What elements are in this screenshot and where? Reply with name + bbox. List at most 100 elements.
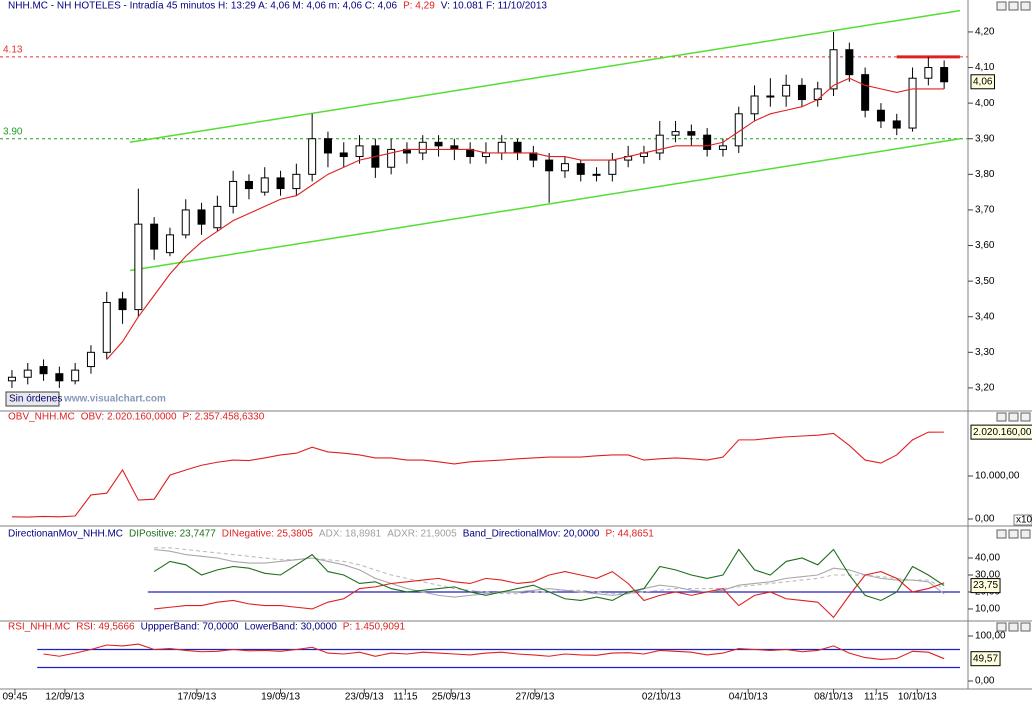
- y-tick-label: 3,60: [975, 240, 995, 251]
- candle-body: [892, 120, 901, 129]
- candle-body: [703, 134, 712, 150]
- window-button[interactable]: [1008, 622, 1019, 632]
- window-button[interactable]: [1008, 529, 1019, 539]
- panel-title: RSI_NHH.MC: [8, 622, 70, 633]
- series-line: [154, 548, 945, 598]
- y-tick-label: 3,20: [975, 383, 995, 394]
- y-tick-label: 4,00: [975, 98, 995, 109]
- candle-body: [940, 67, 949, 83]
- series-line: [154, 570, 945, 619]
- x-tick-label: 11:15: [393, 692, 418, 703]
- candle-body: [750, 95, 759, 115]
- panel-title: OBV: 2.020.160,0000: [81, 412, 177, 423]
- window-button[interactable]: [1020, 529, 1031, 539]
- level-label: 3.90: [3, 126, 23, 137]
- panel-title: LowerBand: 30,0000: [244, 622, 337, 633]
- candle-body: [355, 145, 364, 158]
- y-tick-label: 3,30: [975, 347, 995, 358]
- candle-body: [545, 159, 554, 172]
- candle-body: [655, 134, 664, 154]
- x-tick-label: 02/10/13: [642, 692, 681, 703]
- x-tick-label: 19/09/13: [261, 692, 300, 703]
- y-tick-label: 3,90: [975, 133, 995, 144]
- y-tick-label: 40,00: [975, 553, 1000, 564]
- candle-body: [861, 74, 870, 111]
- candle-body: [7, 376, 16, 382]
- candle-body: [687, 131, 696, 136]
- watermark: www.visualchart.com: [63, 394, 166, 405]
- y-tick-label: 3,70: [975, 205, 995, 216]
- panel-title: ADX: 18,8981: [319, 529, 382, 540]
- candle-body: [718, 145, 727, 150]
- candle-body: [260, 177, 269, 193]
- candle-body: [181, 209, 190, 236]
- y-tick-label: 30,00: [975, 570, 1000, 581]
- multiplier-box: [1013, 514, 1032, 526]
- window-button[interactable]: [1008, 412, 1019, 422]
- candle-body: [118, 298, 127, 311]
- x-tick-label: 04/10/13: [729, 692, 768, 703]
- order-button-label[interactable]: Sin órdenes: [9, 394, 62, 405]
- x-tick-label: 11:15: [864, 692, 889, 703]
- window-button[interactable]: [996, 1, 1007, 11]
- candle-body: [323, 138, 332, 154]
- x-tick-label: 12/09/13: [45, 692, 84, 703]
- window-button[interactable]: [1020, 622, 1031, 632]
- y-tick-label: 0,00: [975, 676, 995, 687]
- candle-body: [244, 180, 253, 190]
- last-value-box: [970, 424, 1032, 440]
- candle-body: [71, 369, 80, 382]
- panel-title: OBV_NHH.MC: [8, 412, 75, 423]
- candle-body: [276, 177, 285, 190]
- trendline: [129, 137, 961, 272]
- panel-title: P: 1.450,9091: [343, 622, 406, 633]
- candle-body: [434, 141, 443, 147]
- candle-body: [134, 223, 143, 311]
- candle-body: [387, 148, 396, 168]
- order-button[interactable]: [5, 391, 60, 407]
- x-tick-label: 27/09/13: [515, 692, 554, 703]
- candle-body: [592, 173, 601, 176]
- window-button[interactable]: [1020, 1, 1031, 11]
- x-tick-label: 17/09/13: [177, 692, 216, 703]
- window-button[interactable]: [996, 622, 1007, 632]
- candle-body: [908, 77, 917, 129]
- candle-body: [766, 95, 775, 98]
- y-tick-label: 10.000,00: [975, 471, 1020, 482]
- last-value-label: 49,57: [973, 653, 998, 664]
- window-button[interactable]: [996, 412, 1007, 422]
- multiplier-label: x100: [1016, 515, 1032, 526]
- window-button[interactable]: [1008, 1, 1019, 11]
- candle-body: [876, 109, 885, 122]
- x-tick-label: 25/09/13: [432, 692, 471, 703]
- candle-body: [197, 209, 206, 225]
- panel-title: RSI: 49,5666: [76, 622, 135, 633]
- panel-title: DIPositive: 23,7477: [129, 529, 216, 540]
- candle-body: [55, 373, 64, 382]
- candle-body: [308, 138, 317, 175]
- candle-body: [418, 141, 427, 154]
- series-line: [11, 431, 945, 518]
- candle-body: [829, 49, 838, 90]
- candle-body: [924, 67, 933, 79]
- candle-body: [165, 234, 174, 254]
- level-label: 4.13: [3, 44, 23, 55]
- last-value-label: 23,75: [973, 580, 998, 591]
- panel-title: P: 44,8651: [605, 529, 654, 540]
- candle-body: [671, 131, 680, 136]
- y-tick-label: 4,10: [975, 62, 995, 73]
- y-tick-label: 3,40: [975, 311, 995, 322]
- y-tick-label: 0,00: [975, 514, 995, 525]
- candle-body: [39, 366, 48, 375]
- candle-body: [86, 351, 95, 368]
- panel-title: DINegative: 25,3805: [222, 529, 314, 540]
- window-button[interactable]: [996, 529, 1007, 539]
- last-value-box: [970, 651, 1001, 667]
- window-button[interactable]: [1020, 412, 1031, 422]
- candle-body: [608, 159, 617, 175]
- candle-body: [782, 84, 791, 97]
- candle-body: [150, 223, 159, 250]
- y-tick-label: 3,50: [975, 276, 995, 287]
